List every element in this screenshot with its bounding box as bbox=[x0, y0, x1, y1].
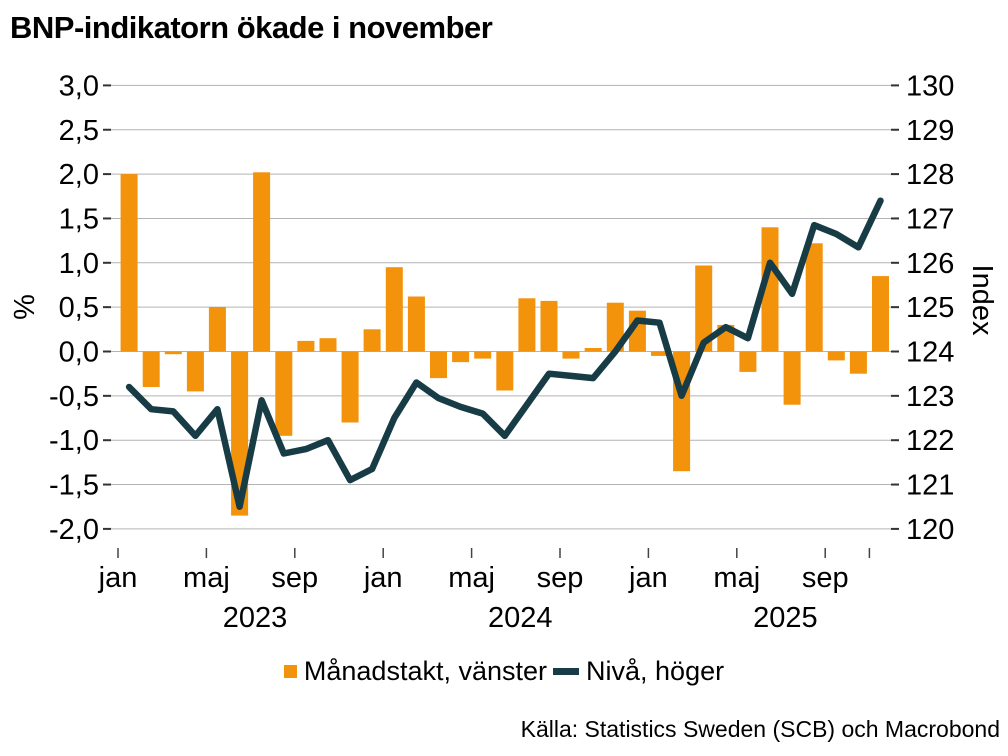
x-axis-month-label: jan bbox=[98, 562, 138, 594]
left-axis-tick-label: 0,0 bbox=[59, 337, 99, 369]
x-axis-month-label: jan bbox=[363, 562, 403, 594]
bar-nov 2025 bbox=[872, 276, 889, 352]
left-axis-unit-label: % bbox=[9, 294, 41, 320]
bar-aug 2025 bbox=[805, 243, 823, 352]
bar-jul 2025 bbox=[783, 351, 801, 405]
left-axis-tick-label: 2,5 bbox=[59, 115, 99, 147]
bar-maj 2023 bbox=[208, 307, 226, 352]
right-axis-tick-label: 124 bbox=[906, 337, 954, 369]
bar-jul 2024 bbox=[518, 298, 536, 352]
right-axis-tick-label: 123 bbox=[906, 381, 954, 413]
bar-jan 2024 bbox=[385, 267, 403, 352]
left-axis-tick-label: -0,5 bbox=[49, 381, 99, 413]
legend-label-monthly-rate: Månadstakt, vänster bbox=[303, 656, 548, 686]
left-axis-tick-label: -1,5 bbox=[49, 470, 99, 502]
legend-item-level: Nivå, höger bbox=[553, 656, 724, 687]
bar-okt 2024 bbox=[584, 348, 602, 352]
right-axis-tick-label: 122 bbox=[906, 425, 954, 457]
left-axis-tick-label: 1,0 bbox=[59, 248, 99, 280]
x-axis-year-label: 2025 bbox=[753, 602, 818, 634]
bar-jul 2023 bbox=[253, 172, 271, 352]
bar-okt 2023 bbox=[319, 338, 337, 352]
x-axis-month-label: sep bbox=[537, 562, 584, 594]
level-line bbox=[125, 197, 884, 510]
right-axis-tick-label: 128 bbox=[906, 159, 954, 191]
bar-feb 2023 bbox=[142, 351, 160, 387]
left-axis-tick-label: -2,0 bbox=[49, 514, 99, 546]
bar-apr 2024 bbox=[452, 351, 470, 363]
bar-feb 2024 bbox=[407, 296, 425, 352]
x-axis-month-label: jan bbox=[628, 562, 668, 594]
bar-mar 2024 bbox=[430, 351, 447, 379]
left-axis-tick-label: 1,5 bbox=[59, 203, 99, 235]
bar-series-swatch bbox=[283, 665, 297, 678]
page-title: BNP-indikatorn ökade i november bbox=[10, 10, 493, 45]
bar-jan 2023 bbox=[120, 174, 138, 352]
x-axis-year-label: 2024 bbox=[488, 602, 553, 634]
legend-item-monthly-rate: Månadstakt, vänster bbox=[283, 656, 548, 687]
x-axis-year-label: 2023 bbox=[223, 602, 288, 634]
bar-maj 2025 bbox=[739, 351, 757, 372]
bar-sep 2023 bbox=[297, 340, 315, 352]
right-axis-tick-label: 129 bbox=[906, 115, 954, 147]
chart-plot: 3,0 2,5 2,0 1,5 1,0 0,5 0,0 -0,5 -1,0 -1,5 -2,0 130… bbox=[9, 70, 998, 634]
bar-dec 2023 bbox=[363, 329, 381, 352]
right-axis-tick-label: 125 bbox=[906, 292, 954, 324]
source-attribution: Källa: Statistics Sweden (SCB) och Macro… bbox=[520, 716, 1000, 742]
bar-mar 2025 bbox=[695, 265, 713, 352]
left-axis-tick-label: 3,0 bbox=[59, 70, 99, 102]
bar-maj 2024 bbox=[474, 351, 492, 359]
right-axis-tick-label: 120 bbox=[906, 514, 954, 546]
right-axis-tick-label: 126 bbox=[906, 248, 954, 280]
legend: Månadstakt, vänster Nivå, höger bbox=[0, 656, 1008, 687]
bar-nov 2023 bbox=[341, 351, 359, 423]
left-axis-tick-label: 0,5 bbox=[59, 292, 99, 324]
bar-jun 2025 bbox=[761, 227, 779, 352]
line-series-swatch bbox=[553, 668, 580, 675]
bar-sep 2025 bbox=[827, 351, 845, 361]
x-axis-month-label: maj bbox=[448, 562, 495, 594]
x-axis-month-label: maj bbox=[183, 562, 230, 594]
bar-nov 2024 bbox=[606, 302, 624, 352]
x-axis-month-label: sep bbox=[271, 562, 318, 594]
bar-jun 2024 bbox=[496, 351, 514, 391]
left-axis-tick-label: -1,0 bbox=[49, 425, 99, 457]
bar-sep 2024 bbox=[562, 351, 580, 359]
bar-aug 2023 bbox=[275, 351, 293, 436]
right-axis-tick-label: 127 bbox=[906, 203, 954, 235]
x-axis-month-label: maj bbox=[713, 562, 760, 594]
legend-label-level: Nivå, höger bbox=[586, 656, 725, 686]
x-axis-month-label: sep bbox=[802, 562, 849, 594]
right-axis-unit-label: Index bbox=[966, 265, 998, 336]
bar-aug 2024 bbox=[540, 300, 558, 352]
bar-jan 2025 bbox=[651, 351, 668, 356]
bar-apr 2023 bbox=[186, 351, 204, 392]
right-axis-tick-label: 121 bbox=[906, 470, 954, 502]
right-axis-tick-label: 130 bbox=[906, 70, 954, 102]
left-axis-tick-label: 2,0 bbox=[59, 159, 99, 191]
bar-mar 2023 bbox=[164, 351, 182, 355]
bar-okt 2025 bbox=[849, 351, 867, 374]
